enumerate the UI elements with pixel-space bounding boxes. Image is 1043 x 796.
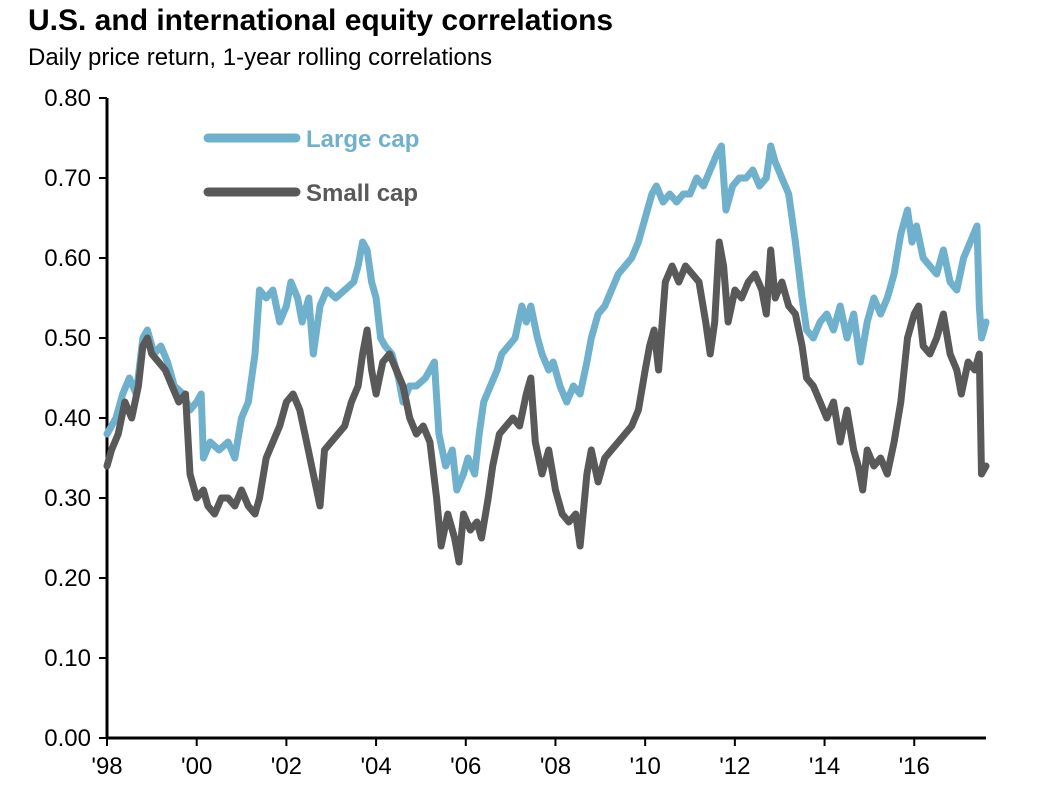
y-tick-label: 0.50	[44, 325, 91, 352]
x-tick-label: '04	[360, 753, 391, 780]
x-tick-label: '16	[899, 753, 930, 780]
y-tick-label: 0.30	[44, 485, 91, 512]
x-tick-label: '14	[809, 753, 840, 780]
y-tick-label: 0.00	[44, 725, 91, 752]
x-tick-label: '06	[450, 753, 481, 780]
legend-label-small-cap: Small cap	[306, 180, 418, 207]
series-line-large-cap	[103, 142, 990, 494]
series-line-small-cap	[103, 238, 990, 566]
y-tick-label: 0.80	[44, 85, 91, 112]
chart-title: U.S. and international equity correlatio…	[28, 4, 614, 37]
x-tick-label: '10	[630, 753, 661, 780]
x-tick-label: '02	[271, 753, 302, 780]
y-tick-label: 0.10	[44, 645, 91, 672]
y-tick-label: 0.20	[44, 565, 91, 592]
x-tick-label: '98	[91, 753, 122, 780]
x-tick-label: '12	[719, 753, 750, 780]
legend-label-large-cap: Large cap	[306, 126, 419, 153]
x-tick-label: '00	[181, 753, 212, 780]
x-tick-label: '08	[540, 753, 571, 780]
y-tick-label: 0.60	[44, 245, 91, 272]
y-tick-label: 0.40	[44, 405, 91, 432]
chart-subtitle: Daily price return, 1-year rolling corre…	[28, 44, 493, 71]
y-tick-label: 0.70	[44, 165, 91, 192]
